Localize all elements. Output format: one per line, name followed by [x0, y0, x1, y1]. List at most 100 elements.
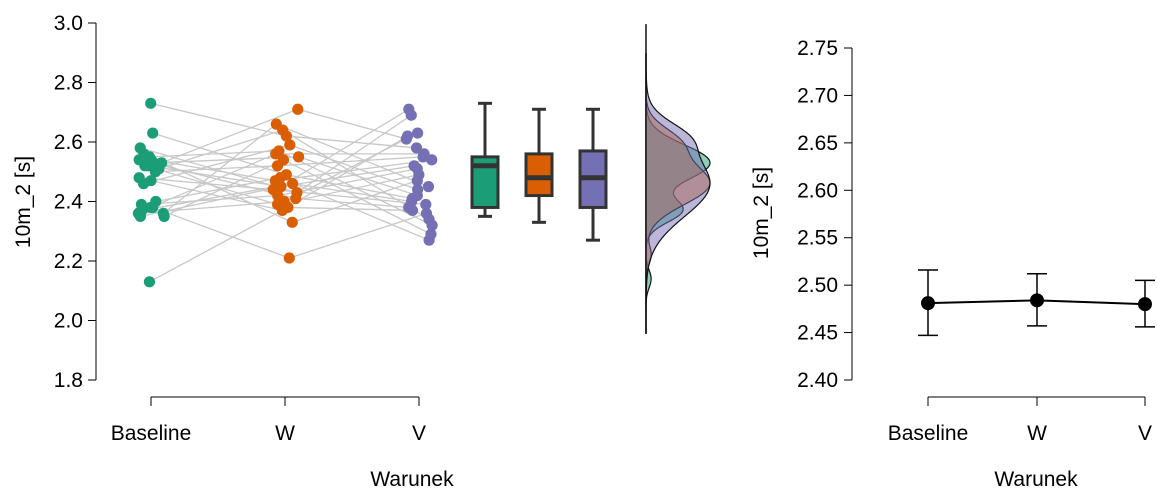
boxplots: [470, 101, 608, 242]
left-y-tick-label: 2.2: [54, 250, 83, 273]
data-point-w: [270, 148, 282, 160]
subject-line: [144, 165, 278, 206]
right-x-tick-label: W: [1027, 422, 1047, 445]
right-y-tick-label: 2.50: [797, 274, 838, 297]
subject-line: [277, 156, 424, 167]
data-point-w: [276, 204, 288, 217]
data-point-w: [290, 192, 302, 205]
right-x-tick-label: V: [1138, 422, 1152, 445]
subject-lines: [138, 102, 433, 283]
left-y-tick-label: 2.4: [54, 191, 84, 214]
mean-point: [921, 296, 935, 311]
boxplot-box-w: [524, 152, 554, 198]
data-point-baseline: [145, 201, 157, 214]
data-point-v: [405, 109, 417, 121]
subject-line: [150, 102, 287, 137]
right-y-tick-label: 2.75: [797, 37, 838, 60]
mean-series: [918, 269, 1155, 337]
data-point-w: [283, 252, 295, 264]
left-x-tick-label: V: [412, 422, 426, 445]
data-point-baseline: [145, 97, 157, 109]
right-y-tick-label: 2.65: [797, 132, 838, 155]
subject-line: [275, 159, 432, 182]
subject-line: [287, 206, 413, 212]
right-y-axis-label: 10m_2 [s]: [750, 167, 773, 259]
density-v: [645, 24, 711, 333]
data-point-v: [422, 181, 435, 193]
subject-line: [143, 144, 290, 185]
data-point-w: [292, 151, 305, 163]
means-plot: 2.40 2.45 2.50 2.55 2.60 2.65 2.70 2.75 Baseline…: [750, 37, 1155, 491]
data-point-baseline: [149, 166, 162, 178]
left-x-axis-label: Warunek: [370, 468, 454, 491]
density-clouds: [645, 24, 711, 334]
right-y-tick-label: 2.70: [797, 84, 838, 107]
subject-line: [297, 108, 407, 140]
subject-line: [286, 135, 417, 149]
data-point-w: [286, 216, 298, 228]
left-axes: 1.8 2.0 2.2 2.4 2.6 2.8 3.0 Baseline W V: [54, 12, 426, 445]
left-x-tick-label: W: [275, 422, 295, 445]
subject-line: [286, 174, 413, 200]
left-y-tick-label: 2.0: [54, 310, 83, 333]
left-y-tick-label: 2.6: [54, 131, 83, 154]
left-y-tick-label: 3.0: [54, 12, 83, 35]
mean-point: [1030, 293, 1044, 308]
subject-line: [280, 108, 410, 188]
right-axes: 2.40 2.45 2.50 2.55 2.60 2.65 2.70 2.75 Baseline…: [797, 37, 1152, 445]
right-y-tick-label: 2.45: [797, 322, 838, 345]
left-y-axis-label: 10m_2 [s]: [12, 156, 35, 248]
data-point-baseline: [147, 127, 159, 139]
subject-line: [283, 159, 432, 235]
subject-line: [151, 159, 276, 182]
subject-line: [141, 194, 278, 206]
data-point-baseline: [158, 210, 170, 222]
left-x-tick-label: Baseline: [111, 422, 192, 445]
data-point-v: [406, 204, 419, 217]
subject-line: [149, 206, 289, 283]
data-point-w: [292, 103, 304, 115]
data-points: [132, 97, 438, 288]
data-point-baseline: [134, 210, 146, 222]
subject-line: [295, 197, 409, 209]
subject-line: [158, 129, 283, 170]
subject-line: [141, 183, 293, 212]
subject-line: [289, 212, 427, 259]
right-x-tick-label: Baseline: [888, 422, 969, 445]
data-point-v: [417, 151, 429, 163]
data-point-v: [400, 133, 412, 145]
data-point-w: [284, 139, 296, 151]
data-point-w: [280, 130, 293, 142]
right-y-tick-label: 2.55: [797, 227, 838, 250]
data-point-v: [411, 175, 423, 187]
data-point-w: [287, 178, 299, 190]
subject-line: [292, 180, 418, 223]
subject-line: [152, 206, 290, 259]
right-y-tick-label: 2.40: [797, 369, 838, 392]
subject-line: [162, 123, 277, 214]
mean-point: [1138, 297, 1152, 312]
data-point-v: [426, 219, 438, 231]
data-point-baseline: [137, 178, 150, 190]
data-point-v: [412, 127, 424, 139]
data-point-w: [271, 160, 284, 172]
right-y-tick-label: 2.60: [797, 179, 838, 202]
subject-line: [280, 165, 415, 188]
data-point-v: [423, 234, 435, 246]
subject-line: [155, 165, 278, 173]
data-point-v: [410, 142, 423, 154]
right-x-axis-label: Warunek: [994, 468, 1078, 491]
subject-line: [289, 144, 418, 191]
left-y-tick-label: 2.8: [54, 72, 83, 95]
subject-line: [155, 177, 281, 203]
data-point-v: [426, 154, 438, 166]
subject-line: [161, 108, 298, 164]
data-point-baseline: [139, 160, 151, 172]
subject-line: [148, 165, 281, 188]
subject-line: [149, 150, 279, 158]
subject-line: [150, 180, 283, 212]
subject-line: [150, 153, 277, 209]
subject-line: [276, 123, 429, 188]
